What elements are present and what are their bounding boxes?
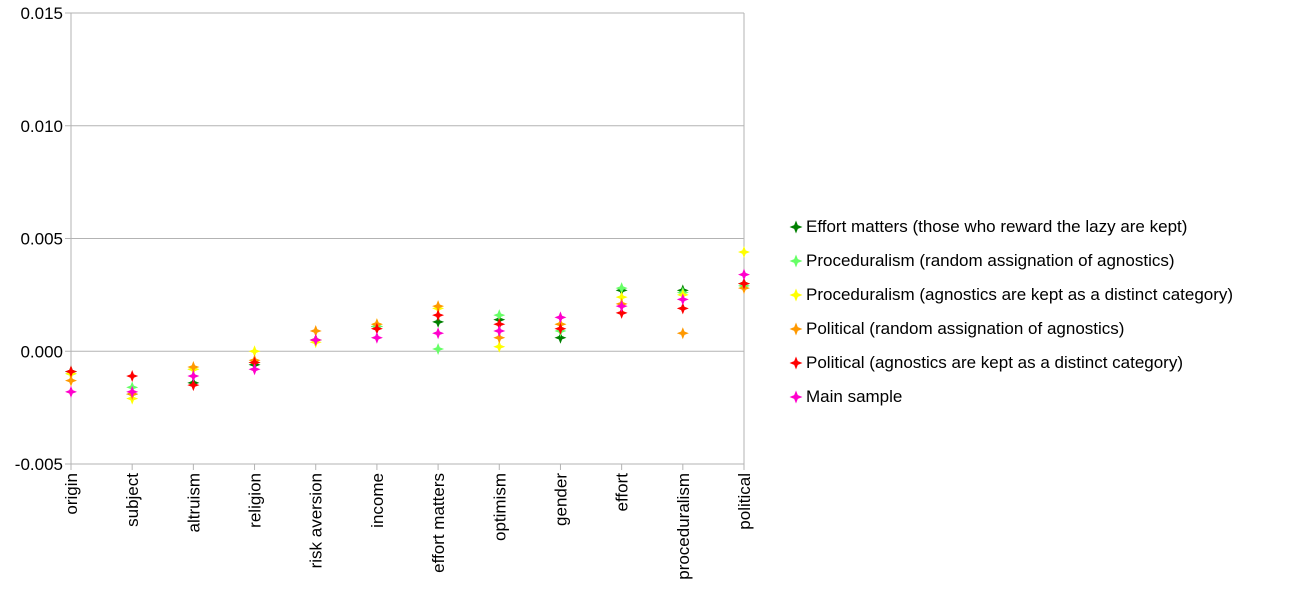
data-point [676, 327, 689, 340]
data-point [738, 246, 750, 259]
data-point [615, 300, 628, 313]
x-tick-label: altruism [184, 473, 203, 533]
data-point [432, 309, 445, 322]
data-point [187, 370, 200, 383]
x-axis-ticks: origin subject altruism religion risk aversi… [62, 464, 754, 580]
data-point [493, 340, 506, 353]
y-tick-label: 0.005 [20, 230, 63, 249]
data-point [65, 374, 77, 387]
data-point [432, 300, 445, 313]
legend-label: Effort matters (those who reward the laz… [806, 217, 1188, 236]
x-tick-label: political [735, 473, 754, 530]
legend-label: Political (random assignation of agnosti… [806, 319, 1125, 338]
data-point [615, 291, 628, 304]
data-point [493, 324, 506, 337]
data-point [493, 309, 506, 322]
x-tick-label: optimism [490, 473, 509, 541]
data-point [248, 363, 261, 376]
data-point [432, 327, 445, 340]
data-point [187, 361, 200, 374]
data-point [126, 385, 139, 398]
legend: Effort matters (those who reward the laz… [788, 210, 1233, 414]
data-point [493, 331, 506, 344]
legend-marker-icon [789, 254, 803, 268]
scatter-chart: -0.005 0.000 0.005 0.010 0.015 origin subject… [15, 4, 754, 580]
data-point [738, 268, 750, 281]
legend-marker-icon [789, 356, 803, 370]
data-point [676, 293, 689, 306]
legend-item: Proceduralism (agnostics are kept as a d… [788, 278, 1233, 312]
data-point [432, 342, 445, 355]
data-point [615, 282, 628, 295]
y-tick-label: 0.015 [20, 4, 63, 23]
legend-item: Effort matters (those who reward the laz… [788, 210, 1233, 244]
x-tick-label: subject [123, 473, 142, 527]
data-point [248, 345, 261, 358]
data-point [554, 322, 567, 335]
data-point [187, 379, 200, 392]
x-tick-label: effort matters [429, 473, 448, 573]
legend-marker-icon [789, 322, 803, 336]
data-point [309, 324, 322, 337]
legend-marker-icon [789, 220, 803, 234]
legend-marker-icon [789, 288, 803, 302]
data-point [493, 318, 506, 331]
x-tick-label: gender [551, 473, 570, 526]
data-point [65, 385, 77, 398]
legend-label: Main sample [806, 387, 903, 406]
data-point [370, 322, 383, 335]
data-point [370, 331, 383, 344]
legend-label: Political (agnostics are kept as a disti… [806, 353, 1184, 372]
data-point [432, 315, 445, 328]
legend-item: Proceduralism (random assignation of agn… [788, 244, 1233, 278]
y-tick-label: 0.000 [20, 342, 63, 361]
legend-marker-icon [789, 390, 803, 404]
y-tick-label: 0.010 [20, 117, 63, 136]
legend-item: Political (agnostics are kept as a disti… [788, 346, 1233, 380]
legend-label: Proceduralism (agnostics are kept as a d… [806, 285, 1234, 304]
legend-label: Proceduralism (random assignation of agn… [806, 251, 1175, 270]
x-tick-label: origin [62, 473, 81, 515]
data-point [309, 333, 322, 346]
data-point [554, 331, 567, 344]
data-point [676, 302, 689, 315]
x-tick-label: religion [246, 473, 265, 528]
x-tick-label: effort [613, 473, 632, 512]
legend-item: Main sample [788, 380, 1233, 414]
data-point [615, 306, 628, 319]
data-point [554, 311, 567, 324]
legend-item: Political (random assignation of agnosti… [788, 312, 1233, 346]
data-point [65, 365, 77, 378]
x-tick-label: proceduralism [674, 473, 693, 580]
data-points [65, 246, 750, 405]
data-point [126, 370, 139, 383]
y-axis-ticks: -0.005 0.000 0.005 0.010 0.015 [15, 4, 71, 474]
x-tick-label: risk aversion [307, 473, 326, 568]
y-tick-label: -0.005 [15, 455, 63, 474]
data-point [738, 277, 750, 290]
grid-lines [71, 12, 744, 465]
x-tick-label: income [368, 473, 387, 528]
data-point [248, 356, 261, 369]
